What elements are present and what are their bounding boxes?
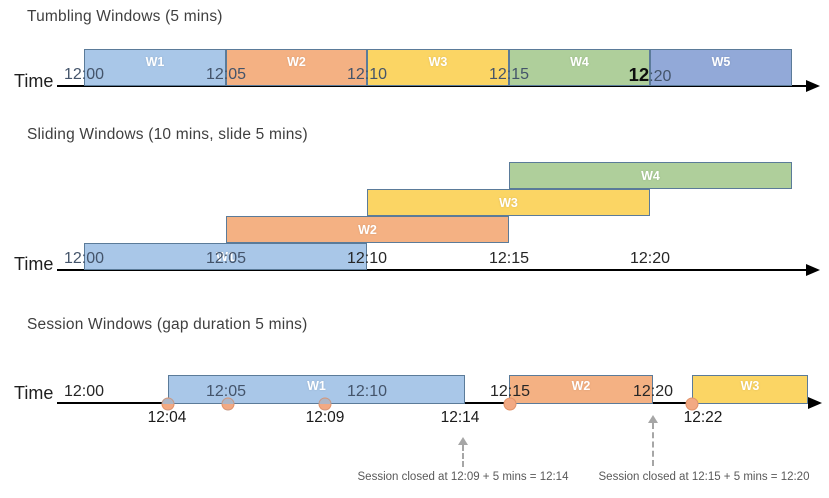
event-dot — [318, 397, 332, 410]
arrowhead-icon — [648, 415, 658, 423]
window-bar: W4 — [509, 49, 650, 86]
time-axis-label: Time — [14, 383, 54, 403]
window-label: W3 — [740, 379, 760, 393]
annotation-text: Session closed at 12:15 + 5 mins = 12:20 — [598, 471, 810, 483]
tick-label-rest: :20 — [649, 68, 672, 85]
event-dot — [221, 397, 235, 410]
tick-label: 12:05 — [205, 383, 247, 400]
window-bar: W4 — [509, 162, 792, 189]
tick-label: 12:05 — [205, 66, 247, 83]
window-label: W2 — [358, 222, 377, 237]
window-label: W2 — [571, 379, 591, 393]
tick-label: 12:10 — [346, 66, 388, 83]
tick-label: 12:10 — [346, 383, 388, 400]
window-bar: W2 — [226, 49, 367, 86]
window-label: W4 — [641, 168, 660, 183]
window-bar: W3 — [367, 49, 509, 86]
window-label: W1 — [145, 55, 165, 69]
window-bar: W1 — [84, 243, 367, 270]
dashed-up-arrow — [648, 415, 658, 466]
tick-label: 12:20 — [632, 383, 674, 400]
event-time-label: 12:22 — [683, 409, 723, 426]
window-bar: W1 — [84, 49, 226, 86]
tick-label: 12:05 — [205, 250, 247, 267]
tick-label: 12:15 — [488, 250, 530, 267]
axis-arrowhead — [808, 397, 822, 409]
section-title: Tumbling Windows (5 mins) — [27, 8, 223, 25]
axis-arrowhead — [806, 80, 820, 92]
window-bar: W3 — [692, 375, 808, 404]
arrowhead-icon — [458, 437, 468, 445]
window-bar: W2 — [226, 216, 509, 243]
window-label: W3 — [428, 55, 448, 69]
tick-label-bold-part: 12 — [628, 64, 650, 85]
event-dot — [685, 397, 699, 410]
dashed-up-arrow — [458, 437, 468, 467]
tick-label: 12:20 — [629, 65, 672, 86]
time-axis-line — [57, 269, 806, 271]
tick-label: 12:00 — [63, 250, 105, 267]
tick-label: 12:20 — [629, 250, 671, 267]
section-title: Session Windows (gap duration 5 mins) — [27, 316, 308, 333]
tick-label: 12:00 — [63, 66, 105, 83]
window-label: W2 — [287, 55, 306, 69]
event-time-label: 12:09 — [305, 409, 345, 426]
tick-label: 12:00 — [63, 383, 105, 400]
dashed-stem — [462, 445, 464, 467]
event-time-label: 12:14 — [440, 409, 480, 426]
window-label: W1 — [216, 249, 235, 264]
event-dot — [503, 397, 517, 410]
window-bar: W5 — [650, 49, 792, 86]
window-label: W5 — [711, 55, 731, 69]
event-dot — [161, 397, 175, 410]
time-axis-label: Time — [14, 71, 54, 91]
window-bar: W3 — [367, 189, 650, 216]
window-bar: W1 — [168, 375, 465, 404]
event-time-label: 12:04 — [147, 409, 187, 426]
tick-label: 12:15 — [489, 383, 531, 400]
annotation-text: Session closed at 12:09 + 5 mins = 12:14 — [357, 471, 569, 483]
tick-label: 12:10 — [346, 250, 388, 267]
time-axis-line — [57, 85, 806, 87]
axis-arrowhead — [806, 264, 820, 276]
section-title: Sliding Windows (10 mins, slide 5 mins) — [27, 126, 308, 143]
window-label: W4 — [570, 55, 589, 69]
window-label: W3 — [499, 195, 518, 210]
window-bar: W2 — [509, 375, 653, 404]
tick-label: 12:15 — [488, 66, 530, 83]
window-label: W1 — [307, 379, 326, 393]
dashed-stem — [652, 423, 654, 466]
time-axis-label: Time — [14, 254, 54, 274]
